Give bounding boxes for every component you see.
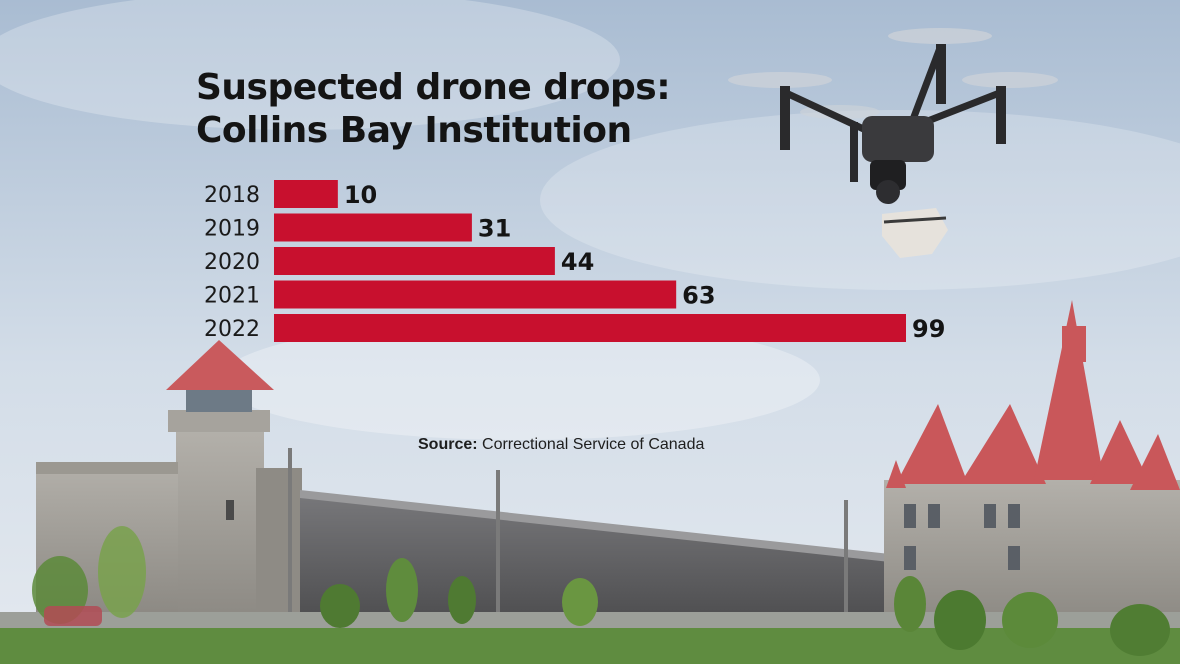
source-label: Source: — [418, 436, 478, 453]
chart-title: Suspected drone drops: Collins Bay Insti… — [196, 66, 671, 152]
value-label-2019: 31 — [478, 215, 511, 243]
year-label-2022: 2022 — [204, 317, 260, 342]
year-label-2018: 2018 — [204, 183, 260, 208]
value-label-2021: 63 — [682, 282, 715, 310]
value-label-2020: 44 — [561, 248, 594, 276]
value-label-2022: 99 — [912, 315, 945, 343]
bar-2018 — [274, 180, 338, 208]
chart-title-line-2: Collins Bay Institution — [196, 110, 632, 151]
bar-2020 — [274, 247, 555, 275]
year-label-2019: 2019 — [204, 217, 260, 242]
year-label-2020: 2020 — [204, 250, 260, 275]
prison-wall — [300, 490, 890, 620]
bar-2019 — [274, 213, 472, 242]
bar-2022 — [274, 314, 906, 342]
guard-tower — [166, 340, 274, 616]
source-text: Correctional Service of Canada — [477, 436, 705, 453]
year-label-2021: 2021 — [204, 284, 260, 309]
source-note: Source: Correctional Service of Canada — [418, 436, 704, 454]
drone-image — [728, 28, 1058, 258]
bar-2021 — [274, 280, 677, 309]
ground — [0, 526, 1180, 664]
chart-title-line-1: Suspected drone drops: — [196, 67, 671, 108]
lamp-posts — [288, 448, 848, 638]
value-label-2018: 10 — [344, 181, 377, 209]
